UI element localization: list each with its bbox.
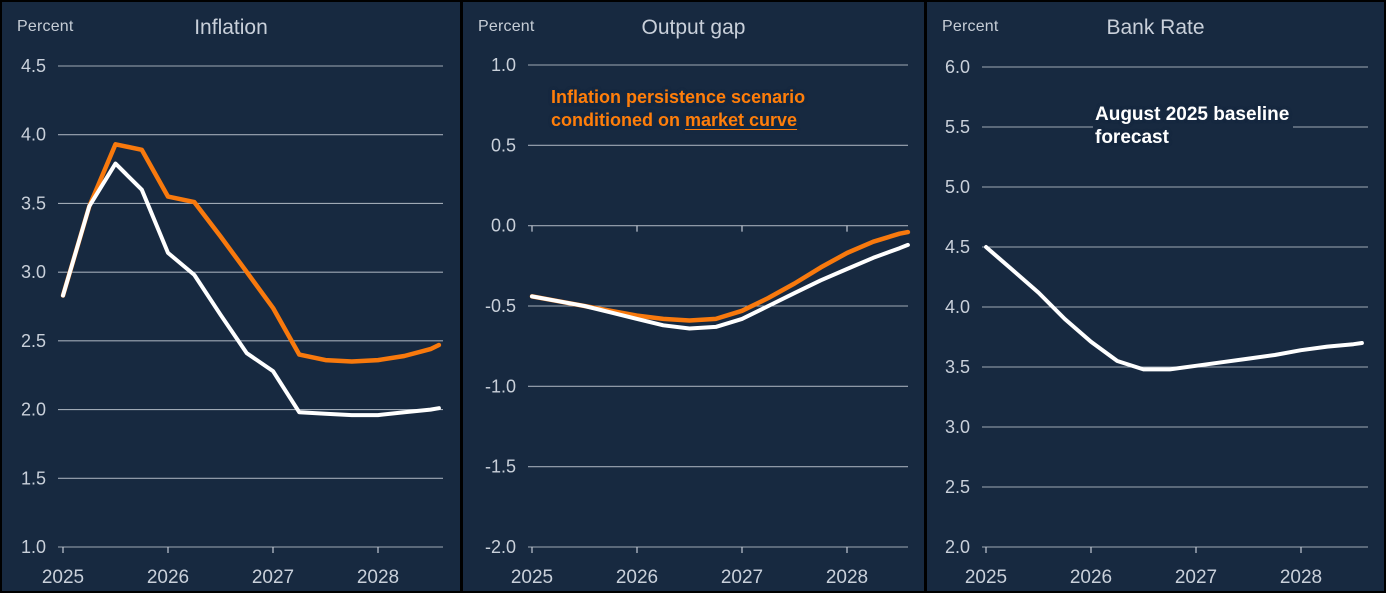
y-axis-tick-label: 0.5 bbox=[491, 135, 516, 155]
y-axis-tick-label: 3.0 bbox=[945, 417, 970, 437]
y-axis-tick-label: 1.0 bbox=[21, 537, 46, 557]
y-axis-tick-label: 0.0 bbox=[491, 216, 516, 236]
panel-separator bbox=[924, 0, 927, 593]
x-axis-tick-label: 2028 bbox=[826, 567, 868, 588]
chart-title-inflation: Inflation bbox=[194, 16, 268, 39]
x-axis-tick-label: 2027 bbox=[1175, 567, 1217, 588]
y-axis-unit-label: Percent bbox=[17, 18, 74, 35]
y-axis-tick-label: 1.0 bbox=[491, 55, 516, 75]
y-axis-tick-label: 6.0 bbox=[945, 57, 970, 77]
output-gap-chart-canvas: 1.0 0.5 0.0 -0.5 -1.0 -1.5 -2.0 2025 2026 2027 202… bbox=[485, 55, 911, 588]
y-axis-tick-label: 3.5 bbox=[21, 193, 46, 213]
y-axis-tick-label: 2.5 bbox=[21, 331, 46, 351]
x-axis-tick-label: 2026 bbox=[616, 567, 658, 588]
output-gap-panel: 1.0 0.5 0.0 -0.5 -1.0 -1.5 -2.0 2025 2026 2027 202… bbox=[463, 2, 924, 591]
annotation-line: August 2025 baseline bbox=[1095, 104, 1290, 125]
y-axis-tick-label: 4.5 bbox=[21, 56, 46, 76]
y-axis-tick-label: 4.5 bbox=[945, 237, 970, 257]
y-axis-tick-label: -2.0 bbox=[485, 537, 516, 557]
baseline-forecast-line bbox=[61, 161, 441, 418]
x-axis-tick-label: 2028 bbox=[357, 567, 399, 588]
y-axis-tick-label: 2.0 bbox=[945, 537, 970, 557]
bank-rate-panel: 6.0 5.5 5.0 4.5 4.0 3.5 3.0 2.5 2.0 2025 2026 2027 2… bbox=[927, 2, 1384, 591]
y-axis-tick-label: 5.5 bbox=[945, 117, 970, 137]
x-axis-tick-label: 2026 bbox=[147, 567, 189, 588]
annotation-line: forecast bbox=[1095, 127, 1169, 148]
inflation-chart-canvas: 4.5 4.0 3.5 3.0 2.5 2.0 1.5 1.0 2025 2026 2027 2028 bbox=[21, 56, 443, 588]
y-axis-unit-label: Percent bbox=[942, 18, 999, 35]
x-axis-tick-label: 2025 bbox=[42, 567, 84, 588]
x-axis-tick-label: 2027 bbox=[252, 567, 294, 588]
y-axis-tick-label: 5.0 bbox=[945, 177, 970, 197]
baseline-forecast-line bbox=[530, 242, 910, 331]
x-axis-tick-label: 2028 bbox=[1280, 567, 1322, 588]
y-axis-tick-label: 4.0 bbox=[21, 125, 46, 145]
y-axis-tick-label: 3.0 bbox=[21, 262, 46, 282]
scenario-line bbox=[60, 142, 442, 364]
y-axis-tick-label: 3.5 bbox=[945, 357, 970, 377]
scenario-legend-label: Inflation persistence scenario conditione… bbox=[551, 86, 805, 132]
underlined-annotation-text: market curve bbox=[684, 110, 798, 130]
x-axis-tick-label: 2025 bbox=[511, 567, 553, 588]
y-axis-tick-label: 2.5 bbox=[945, 477, 970, 497]
y-axis-tick-label: -0.5 bbox=[485, 296, 516, 316]
y-axis-tick-label: 1.5 bbox=[21, 468, 46, 488]
chart-title-output-gap: Output gap bbox=[641, 16, 746, 39]
y-axis-tick-label: -1.5 bbox=[485, 457, 516, 477]
y-axis-tick-label: -1.0 bbox=[485, 376, 516, 396]
y-axis-unit-label: Percent bbox=[478, 18, 535, 35]
chart-title-bank-rate: Bank Rate bbox=[1106, 16, 1205, 39]
panel-separator bbox=[460, 0, 463, 593]
inflation-panel: 4.5 4.0 3.5 3.0 2.5 2.0 1.5 1.0 2025 2026 2027 2028… bbox=[2, 2, 460, 591]
annotation-line: conditioned on market curve bbox=[551, 110, 798, 130]
x-axis-tick-label: 2027 bbox=[721, 567, 763, 588]
baseline-legend-label: August 2025 baseline forecast bbox=[1093, 101, 1294, 151]
y-axis-tick-label: 2.0 bbox=[21, 400, 46, 420]
x-axis-tick-label: 2026 bbox=[1070, 567, 1112, 588]
baseline-forecast-line bbox=[984, 245, 1364, 372]
y-axis-tick-label: 4.0 bbox=[945, 297, 970, 317]
x-axis-tick-label: 2025 bbox=[965, 567, 1007, 588]
annotation-line: Inflation persistence scenario bbox=[551, 87, 806, 107]
bank-rate-chart-canvas: 6.0 5.5 5.0 4.5 4.0 3.5 3.0 2.5 2.0 2025 2026 2027 2… bbox=[945, 57, 1368, 588]
